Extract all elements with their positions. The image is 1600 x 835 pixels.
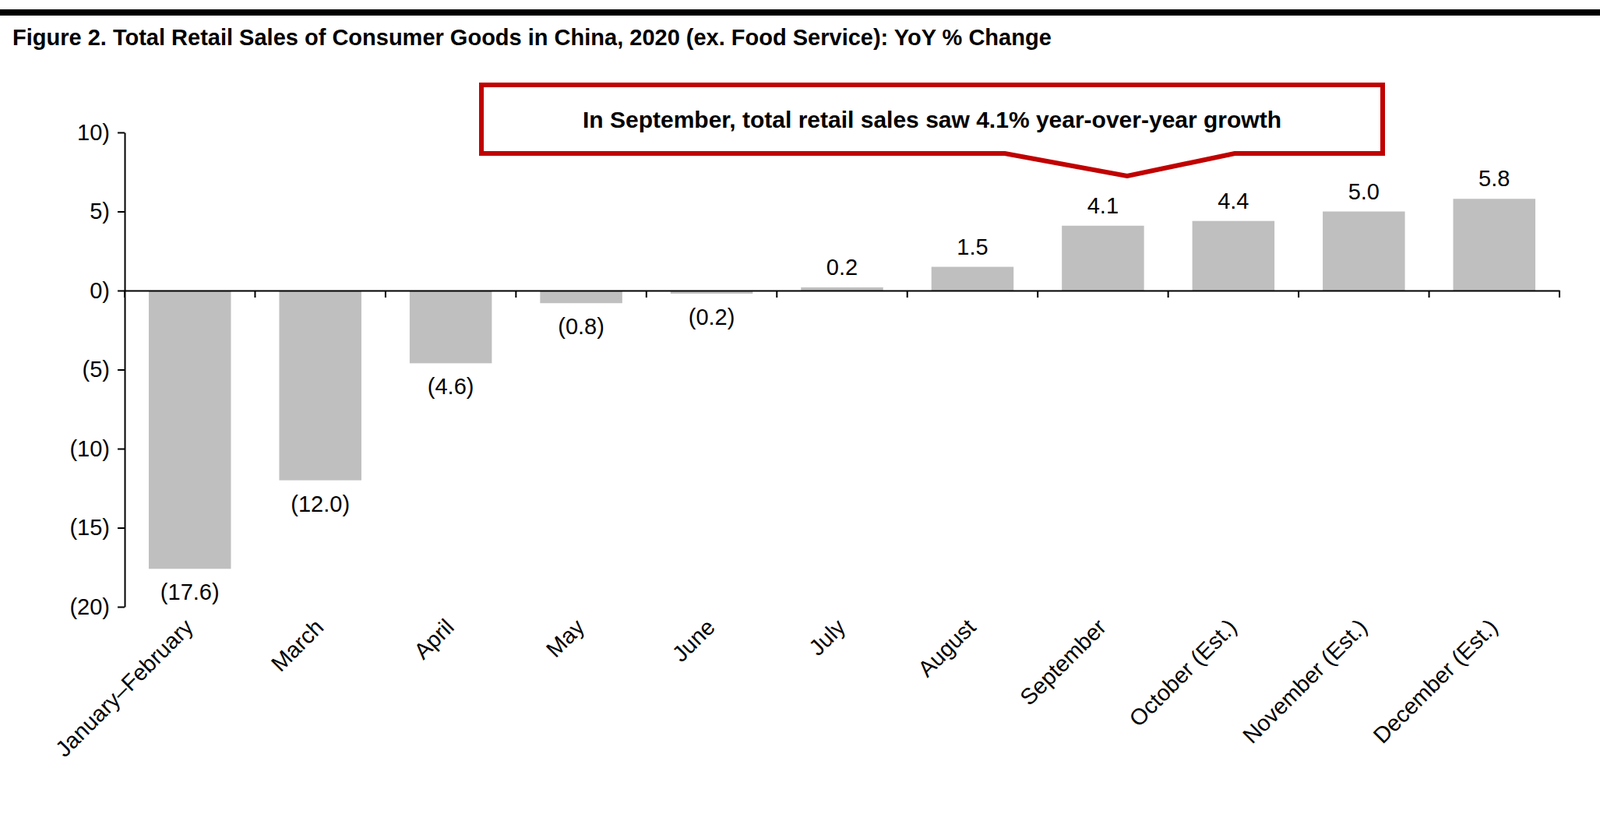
title: Figure 2. Total Retail Sales of Consumer… (12, 24, 1052, 50)
data-label: (4.6) (427, 373, 475, 399)
x-tick-label: November (Est.) (1237, 614, 1372, 749)
x-tick-label: May (541, 613, 590, 663)
x-tick: August (912, 614, 980, 682)
bar (278, 290, 361, 481)
category-divider (1558, 290, 1561, 298)
y-tick: (20) (69, 594, 125, 620)
y-tick: (10) (69, 436, 125, 462)
x-tick-label: August (912, 614, 980, 682)
data-label: 4.1 (1087, 193, 1119, 219)
x-tick-label: April (408, 614, 459, 665)
category-divider (775, 290, 778, 298)
bar (1453, 198, 1536, 291)
y-tick-label: 5) (89, 198, 110, 224)
y-tick-label: 0) (89, 278, 110, 304)
y-tick-label: (15) (69, 514, 110, 540)
y-tick: 5) (89, 198, 125, 224)
category-divider (514, 290, 517, 298)
bar (931, 267, 1014, 291)
x-tick: December (Est.) (1368, 614, 1503, 749)
y-tick-label: (10) (69, 436, 110, 462)
x-tick-label: March (266, 614, 329, 677)
callout-box (481, 84, 1383, 177)
data-label: (0.8) (557, 313, 605, 339)
top-rule (0, 9, 1600, 16)
x-tick: October (Est.) (1124, 614, 1241, 732)
x-tick: September (1014, 613, 1111, 710)
bars (148, 198, 1536, 569)
data-label: (12.0) (290, 491, 350, 517)
y-tick: (5) (82, 356, 125, 382)
y-tick-mark (117, 606, 125, 609)
data-label: 4.4 (1217, 188, 1249, 214)
y-tick-mark (117, 290, 125, 293)
bar (800, 287, 883, 291)
category-divider (906, 290, 909, 298)
category-divider (1167, 290, 1170, 298)
category-divider (645, 290, 648, 298)
x-tick-label: July (803, 613, 850, 660)
y-tick: 0) (89, 278, 125, 304)
y-tick-mark (117, 369, 125, 371)
data-label: 5.8 (1478, 165, 1510, 191)
y-tick-mark (117, 448, 125, 451)
y-tick: 10) (77, 119, 125, 145)
bar (1061, 225, 1144, 291)
bar (409, 290, 492, 363)
bar (1192, 221, 1275, 291)
y-tick-mark (117, 527, 125, 529)
x-tick-label: September (1014, 613, 1111, 710)
bar (539, 290, 622, 304)
category-divider (253, 290, 256, 298)
x-tick: June (667, 614, 720, 667)
data-label: (17.6) (160, 579, 220, 605)
y-tick-label: (5) (82, 356, 110, 382)
annotation: In September, total retail sales saw 4.1… (582, 106, 1282, 133)
y-tick-label: (20) (69, 594, 110, 620)
x-tick-label: December (Est.) (1368, 614, 1503, 749)
y-axis: (20) (15) (10) (5) 0) 5) 10) (69, 119, 125, 620)
bar (1322, 211, 1405, 292)
x-tick: March (266, 614, 329, 677)
x-tick: November (Est.) (1237, 614, 1372, 749)
category-divider (1428, 290, 1431, 298)
category-divider (1297, 290, 1300, 298)
x-tick-label: January–February (50, 613, 198, 762)
chart: Figure 2. Total Retail Sales of Consumer… (0, 0, 1600, 835)
x-tick: April (408, 614, 459, 665)
y-tick: (15) (69, 514, 125, 540)
data-label: 0.2 (826, 254, 858, 280)
x-tick: July (803, 613, 850, 660)
y-tick-mark (117, 211, 125, 213)
y-tick-label: 10) (77, 119, 110, 145)
category-divider (123, 290, 126, 298)
data-labels: (17.6) (12.0) (4.6) (0.8) (0.2) 0.2 1.5 4.1 4.4 5… (160, 165, 1511, 605)
data-label: (0.2) (688, 304, 736, 330)
x-tick-label: June (667, 614, 720, 667)
data-label: 1.5 (956, 234, 988, 260)
x-tick-label: October (Est.) (1124, 614, 1241, 732)
data-label: 5.0 (1348, 179, 1380, 205)
x-axis-line (125, 290, 1561, 293)
x-tick: January–February (50, 613, 198, 762)
category-divider (384, 290, 387, 298)
x-axis: January–February March April May June July Aug… (50, 290, 1561, 762)
bar (148, 290, 231, 569)
x-tick: May (541, 613, 590, 663)
category-divider (1036, 290, 1039, 298)
y-tick-mark (117, 132, 125, 134)
